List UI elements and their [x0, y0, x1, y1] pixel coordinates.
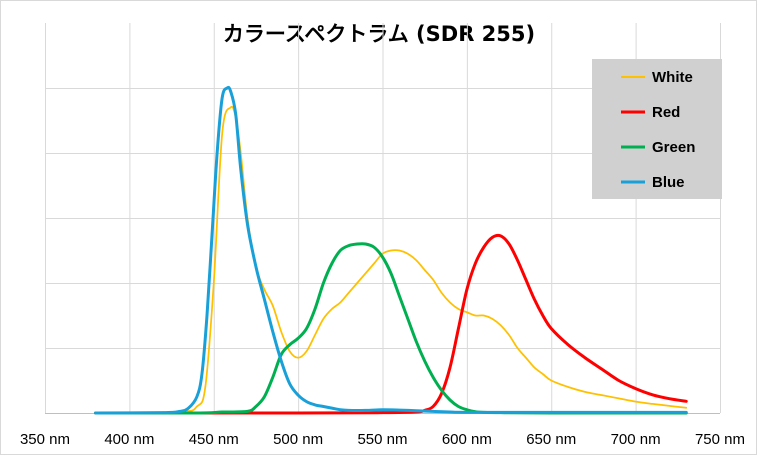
series-line-blue	[94, 85, 688, 415]
x-axis: 350 nm 400 nm 450 nm 500 nm 550 nm 600 nm 650 …	[20, 413, 745, 448]
legend-background	[592, 59, 722, 199]
x-tick-label-700: 700 nm	[611, 431, 661, 448]
series-line-white	[94, 105, 688, 414]
legend-label-green: Green	[652, 139, 695, 156]
series-line-red	[94, 233, 688, 415]
x-tick-label-650: 650 nm	[526, 431, 576, 448]
legend-label-red: Red	[652, 104, 680, 121]
series-lines	[94, 85, 688, 415]
x-tick-label-400: 400 nm	[104, 431, 154, 448]
legend-label-white: White	[652, 69, 693, 86]
chart-title: カラースペクトラム (SDR 255)	[223, 22, 535, 46]
x-tick-label-500: 500 nm	[273, 431, 323, 448]
series-line-green	[94, 242, 688, 415]
x-tick-label-350: 350 nm	[20, 431, 70, 448]
x-tick-label-550: 550 nm	[357, 431, 407, 448]
legend-label-blue: Blue	[652, 174, 685, 191]
legend: White Red Green Blue	[592, 59, 722, 199]
x-tick-label-450: 450 nm	[189, 431, 239, 448]
x-tick-label-600: 600 nm	[442, 431, 492, 448]
x-tick-label-750: 750 nm	[695, 431, 745, 448]
